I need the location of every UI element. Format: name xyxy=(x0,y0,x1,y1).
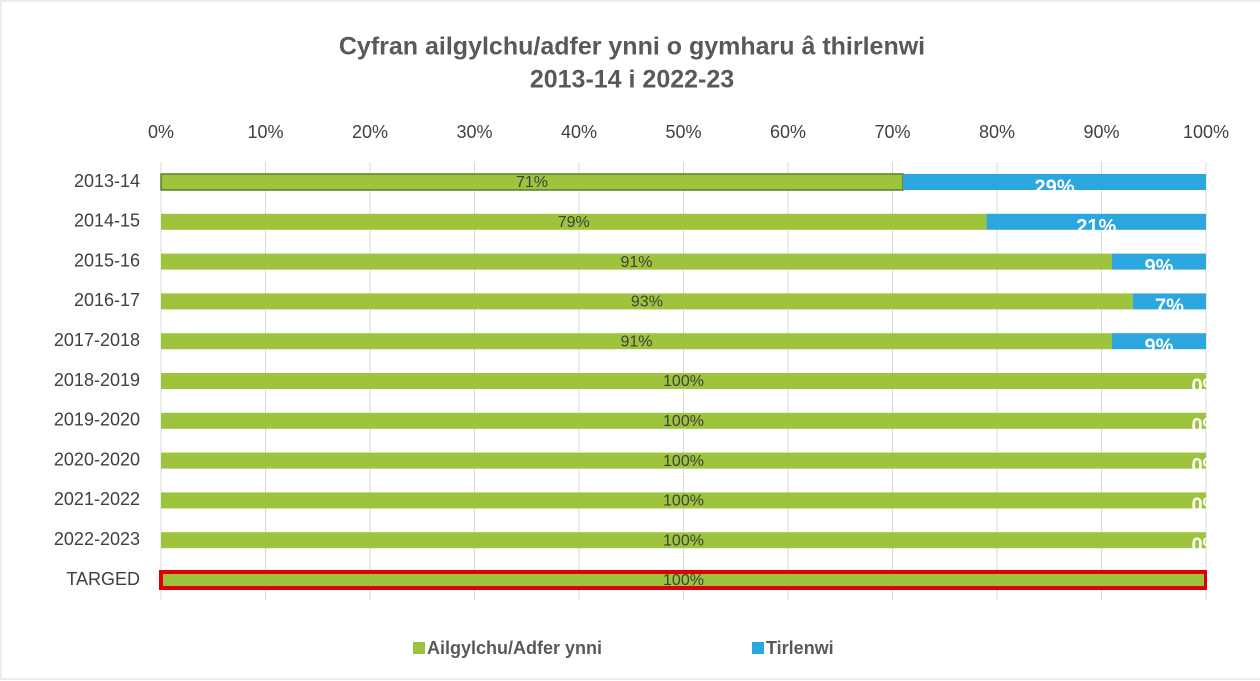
y-tick-label: 2022-2023 xyxy=(54,529,140,549)
legend-swatch xyxy=(413,642,425,654)
x-tick-label: 100% xyxy=(1183,122,1229,142)
bar-segment xyxy=(161,492,1206,509)
data-label: 29% xyxy=(1034,176,1074,198)
bar-segment xyxy=(161,293,1133,310)
bar-segment xyxy=(986,213,1206,230)
legend-swatch xyxy=(752,642,764,654)
data-label: 0% xyxy=(1192,455,1221,477)
x-tick-label: 10% xyxy=(247,122,283,142)
bar-segment xyxy=(161,452,1206,469)
x-tick-label: 0% xyxy=(148,122,174,142)
x-tick-label: 80% xyxy=(979,122,1015,142)
data-label: 0% xyxy=(1192,534,1221,556)
y-tick-label: TARGED xyxy=(66,569,140,589)
y-tick-label: 2016-17 xyxy=(74,290,140,310)
bar-segment xyxy=(159,570,1207,590)
data-label: 21% xyxy=(1076,216,1116,238)
data-label: 7% xyxy=(1155,296,1184,318)
x-tick-label: 40% xyxy=(561,122,597,142)
data-label: 79% xyxy=(558,214,590,231)
bar-segment xyxy=(1111,253,1206,270)
bar-segment xyxy=(1111,333,1206,350)
chart-title: Cyfran ailgylchu/adfer ynni o gymharu â … xyxy=(339,33,925,61)
x-tick-label: 30% xyxy=(456,122,492,142)
bar-segment xyxy=(161,412,1206,429)
chart-title: 2013-14 i 2022-23 xyxy=(530,66,734,94)
data-label: 71% xyxy=(516,174,548,191)
legend-label: Ailgylchu/Adfer ynni xyxy=(427,638,602,658)
data-label: 0% xyxy=(1192,495,1221,517)
data-label: 100% xyxy=(663,572,704,589)
data-label: 100% xyxy=(663,453,704,470)
bar-segment xyxy=(161,253,1112,270)
x-tick-label: 50% xyxy=(665,122,701,142)
bar-segment xyxy=(161,213,987,230)
data-label: 91% xyxy=(620,254,652,271)
data-label: 100% xyxy=(663,373,704,390)
x-tick-label: 20% xyxy=(352,122,388,142)
y-tick-label: 2019-2020 xyxy=(54,410,140,430)
data-label: 100% xyxy=(663,493,704,510)
data-label: 0% xyxy=(1192,415,1221,437)
y-tick-label: 2018-2019 xyxy=(54,370,140,390)
y-tick-label: 2015-16 xyxy=(74,250,140,270)
y-tick-label: 2020-2020 xyxy=(54,449,140,469)
data-label: 100% xyxy=(663,413,704,430)
x-tick-label: 60% xyxy=(770,122,806,142)
legend-label: Tirlenwi xyxy=(766,638,834,658)
data-label: 100% xyxy=(663,532,704,549)
data-label: 9% xyxy=(1145,335,1174,357)
y-tick-label: 2017-2018 xyxy=(54,330,140,350)
data-label: 91% xyxy=(620,333,652,350)
data-label: 9% xyxy=(1145,256,1174,278)
bar-segment xyxy=(161,333,1112,350)
bar-segment xyxy=(902,174,1206,190)
x-tick-label: 90% xyxy=(1083,122,1119,142)
x-tick-label: 70% xyxy=(874,122,910,142)
bar-segment xyxy=(161,532,1206,549)
data-label: 0% xyxy=(1192,375,1221,397)
y-tick-label: 2014-15 xyxy=(74,211,140,231)
y-tick-label: 2021-2022 xyxy=(54,489,140,509)
data-label: 93% xyxy=(631,294,663,311)
bar-segment xyxy=(1132,293,1206,310)
bar-segment xyxy=(161,373,1206,389)
y-tick-label: 2013-14 xyxy=(74,171,140,191)
